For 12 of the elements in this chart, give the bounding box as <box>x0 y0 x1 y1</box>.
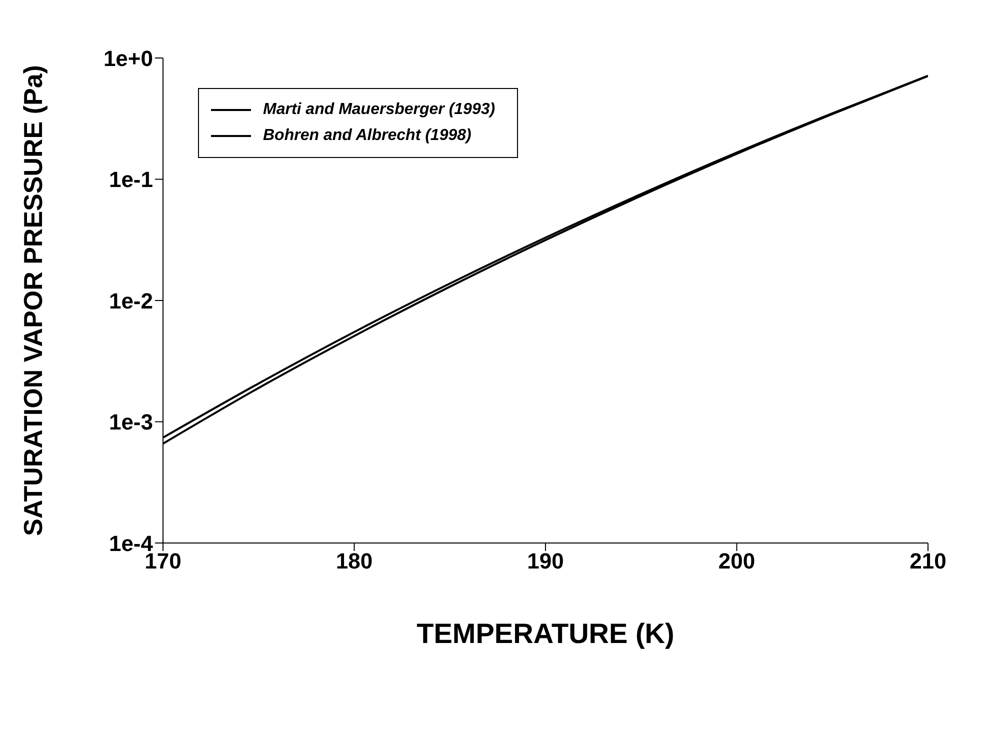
x-axis-title: TEMPERATURE (K) <box>416 618 674 649</box>
x-tick-label: 180 <box>336 548 373 574</box>
legend-label: Bohren and Albrecht (1998) <box>263 127 472 145</box>
y-tick-label: 1e-1 <box>108 167 153 192</box>
y-axis-title: SATURATION VAPOR PRESSURE (Pa) <box>18 65 48 536</box>
y-tick-label: 1e+0 <box>103 46 153 71</box>
x-tick-label: 190 <box>527 548 564 574</box>
legend-label: Marti and Mauersberger (1993) <box>263 101 496 119</box>
x-tick-label: 200 <box>718 548 756 574</box>
x-tick-label: 210 <box>910 548 946 574</box>
y-tick-label: 1e-2 <box>108 288 153 314</box>
y-tick-label: 1e-3 <box>108 410 153 435</box>
